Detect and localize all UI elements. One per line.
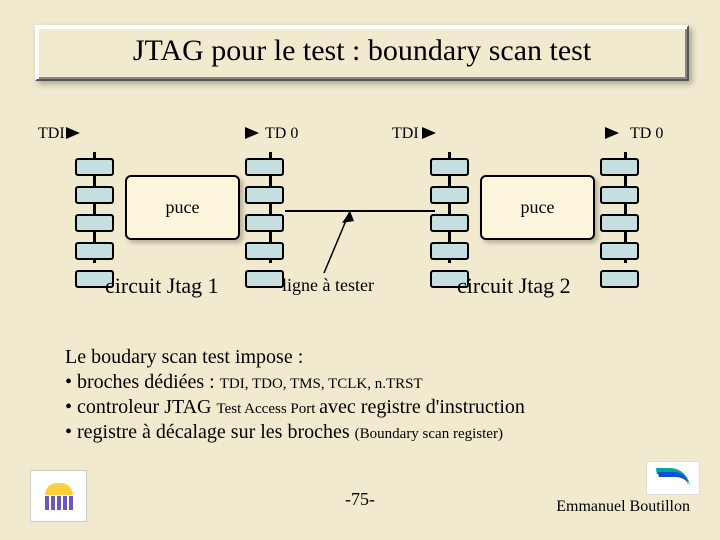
caption-circuit-2: circuit Jtag 2 bbox=[457, 273, 571, 299]
boundary-cell bbox=[245, 186, 284, 204]
boundary-cell bbox=[75, 214, 114, 232]
ligne-label: ligne à tester bbox=[282, 275, 374, 296]
boundary-cell bbox=[430, 186, 469, 204]
arrow-tdi-right bbox=[422, 127, 436, 139]
bullet-3-small: (Boundary scan register) bbox=[355, 426, 503, 442]
line-under-test bbox=[285, 210, 435, 212]
boundary-cell bbox=[600, 186, 639, 204]
bullet-1-small: TDI, TDO, TMS, TCLK, n.TRST bbox=[220, 376, 423, 392]
boundary-cell bbox=[600, 214, 639, 232]
boundary-cell bbox=[75, 242, 114, 260]
arrow-tdi-left bbox=[66, 127, 80, 139]
bullet-2-small1: Test Access Port bbox=[216, 401, 319, 417]
boundary-cells-left bbox=[75, 158, 120, 288]
bullet-1-pre: • broches dédiées : bbox=[65, 371, 220, 393]
circuit-jtag-2: puce bbox=[420, 150, 655, 265]
chip-right: puce bbox=[480, 175, 595, 240]
boundary-cells-left bbox=[430, 158, 475, 288]
bullets-intro: Le boudary scan test impose : bbox=[65, 345, 680, 370]
bullet-2: • controleur JTAG Test Access Port avec … bbox=[65, 395, 680, 420]
boundary-cell bbox=[600, 158, 639, 176]
boundary-cell bbox=[430, 214, 469, 232]
boundary-cell bbox=[430, 242, 469, 260]
label-tdi-left: TDI bbox=[38, 125, 65, 143]
bullet-2-pre: • controleur JTAG bbox=[65, 396, 216, 418]
circuit-jtag-1: puce bbox=[65, 150, 300, 265]
boundary-cell bbox=[600, 270, 639, 288]
arrow-tdo-left bbox=[245, 127, 259, 139]
ubs-swoosh-icon bbox=[656, 468, 690, 488]
boundary-cell bbox=[600, 242, 639, 260]
boundary-cell bbox=[75, 186, 114, 204]
chip-left: puce bbox=[125, 175, 240, 240]
bullet-1: • broches dédiées : TDI, TDO, TMS, TCLK,… bbox=[65, 370, 680, 395]
caption-circuit-1: circuit Jtag 1 bbox=[105, 273, 219, 299]
bullet-2-post: avec registre d'instruction bbox=[319, 396, 525, 418]
bullet-3: • registre à décalage sur les broches (B… bbox=[65, 420, 680, 445]
title-box: JTAG pour le test : boundary scan test bbox=[35, 25, 689, 81]
arrow-tdo-right bbox=[605, 127, 619, 139]
diagram-area: TDI TD 0 TDI TD 0 puce bbox=[30, 115, 690, 315]
boundary-cell bbox=[245, 158, 284, 176]
logo-ubs bbox=[646, 461, 700, 495]
boundary-cell bbox=[75, 158, 114, 176]
boundary-cell bbox=[430, 158, 469, 176]
boundary-cell bbox=[245, 214, 284, 232]
author-name: Emmanuel Boutillon bbox=[556, 498, 690, 516]
boundary-cells-right bbox=[245, 158, 290, 288]
bullets-block: Le boudary scan test impose : • broches … bbox=[65, 345, 680, 445]
bullet-3-pre: • registre à décalage sur les broches bbox=[65, 421, 355, 443]
label-tdi-right: TDI bbox=[392, 125, 419, 143]
line-pointer bbox=[320, 211, 360, 276]
label-tdo-left: TD 0 bbox=[265, 125, 298, 143]
boundary-cell bbox=[245, 270, 284, 288]
boundary-cells-right bbox=[600, 158, 645, 288]
label-tdo-right: TD 0 bbox=[630, 125, 663, 143]
boundary-cell bbox=[245, 242, 284, 260]
title-text: JTAG pour le test : boundary scan test bbox=[133, 34, 591, 67]
